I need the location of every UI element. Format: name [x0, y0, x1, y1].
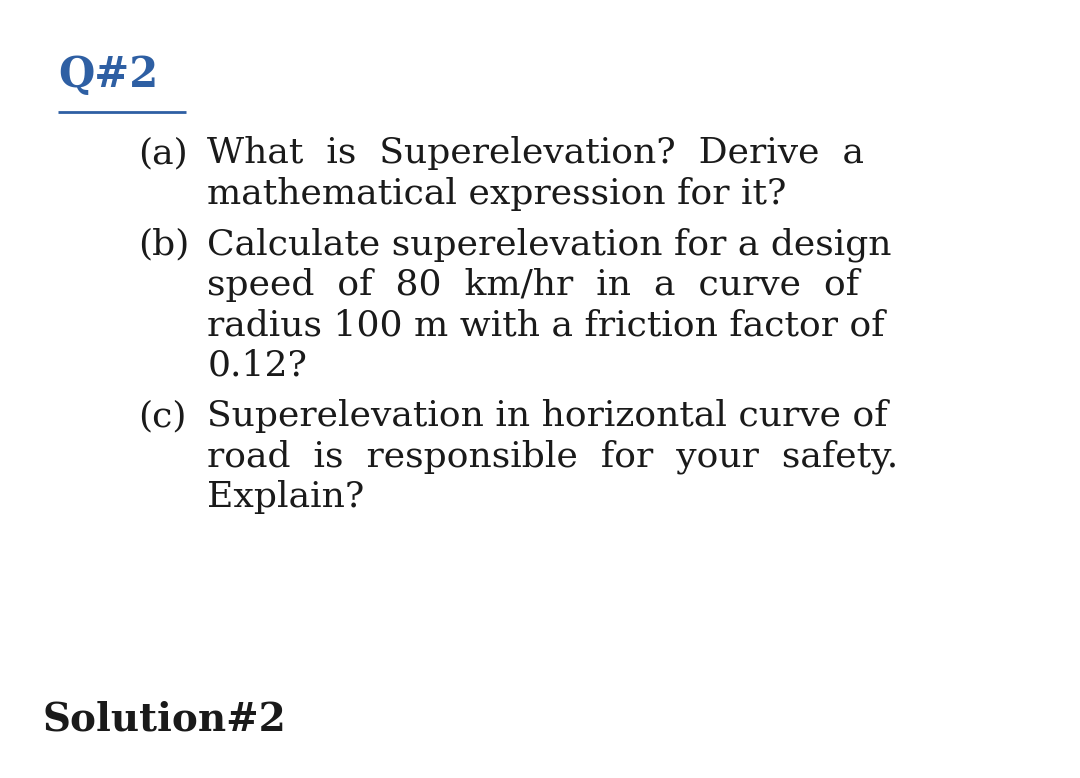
Text: (c): (c)	[138, 399, 187, 433]
Text: (b): (b)	[138, 227, 189, 261]
Text: Explain?: Explain?	[207, 480, 364, 514]
Text: road  is  responsible  for  your  safety.: road is responsible for your safety.	[207, 440, 899, 474]
Text: What  is  Superelevation?  Derive  a: What is Superelevation? Derive a	[207, 136, 864, 170]
Text: Superelevation in horizontal curve of: Superelevation in horizontal curve of	[207, 399, 888, 433]
Text: Calculate superelevation for a design: Calculate superelevation for a design	[207, 227, 892, 261]
Text: 0.12?: 0.12?	[207, 349, 307, 383]
Text: speed  of  80  km/hr  in  a  curve  of: speed of 80 km/hr in a curve of	[207, 268, 860, 302]
Text: Q#2: Q#2	[58, 54, 159, 96]
Text: radius 100 m with a friction factor of: radius 100 m with a friction factor of	[207, 308, 885, 342]
Text: (a): (a)	[138, 136, 188, 170]
Text: mathematical expression for it?: mathematical expression for it?	[207, 177, 786, 211]
Text: Solution#2: Solution#2	[42, 700, 286, 738]
